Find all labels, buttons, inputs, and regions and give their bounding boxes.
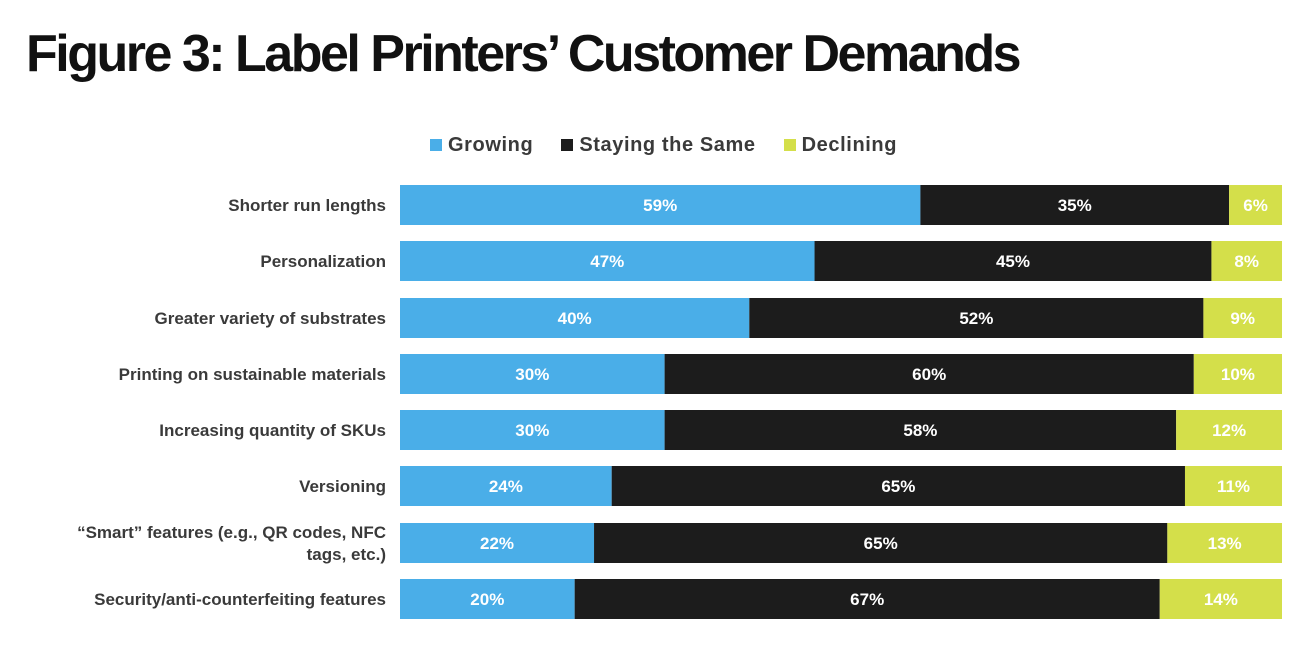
data-label: 13% — [1208, 534, 1242, 553]
data-label: 40% — [558, 309, 592, 328]
bar-declining — [1211, 241, 1282, 281]
legend-label: Growing — [448, 133, 534, 156]
bar-growing — [400, 241, 815, 281]
legend-label: Declining — [801, 133, 898, 156]
legend-swatch — [783, 139, 796, 151]
data-label: 30% — [515, 421, 549, 440]
legend-item-staying-the-same: Staying the Same — [561, 134, 755, 157]
bar-declining — [1203, 298, 1282, 338]
data-label: 65% — [881, 477, 915, 496]
bar-growing — [400, 298, 750, 338]
bar-growing — [400, 579, 575, 619]
legend: Growing Staying the Same Declining — [430, 132, 925, 158]
category-label: Increasing quantity of SKUs — [159, 421, 386, 440]
chart-title: Figure 3: Label Printers’ Customer Deman… — [26, 25, 1022, 83]
data-label: 47% — [590, 252, 624, 271]
bar-staying-the-same — [664, 354, 1194, 394]
data-label: 60% — [912, 365, 946, 384]
legend-item-declining: Declining — [783, 133, 898, 157]
data-label: 12% — [1212, 421, 1246, 440]
bar-growing — [400, 185, 921, 225]
bar-staying-the-same — [574, 579, 1160, 619]
data-label: 6% — [1243, 196, 1268, 215]
category-label: Personalization — [260, 252, 386, 271]
data-label: 30% — [515, 365, 549, 384]
category-label: Shorter run lengths — [228, 196, 386, 215]
data-label: 8% — [1234, 252, 1259, 271]
category-label: Greater variety of substrates — [155, 309, 387, 328]
bar-growing — [400, 466, 612, 506]
legend-label: Staying the Same — [579, 133, 756, 156]
data-label: 35% — [1058, 196, 1092, 215]
data-label: 24% — [489, 477, 523, 496]
data-label: 59% — [643, 196, 677, 215]
category-label: Printing on sustainable materials — [119, 365, 386, 384]
legend-swatch — [430, 139, 442, 151]
data-label: 22% — [480, 534, 514, 553]
category-label: Security/anti-counterfeiting features — [94, 590, 386, 609]
bar-declining — [1184, 466, 1282, 506]
bar-growing — [400, 354, 665, 394]
data-label: 65% — [864, 534, 898, 553]
data-label: 67% — [850, 590, 884, 609]
category-label: Versioning — [299, 477, 386, 496]
data-label: 58% — [903, 421, 937, 440]
data-label: 9% — [1230, 309, 1255, 328]
legend-swatch — [561, 139, 574, 151]
bar-staying-the-same — [594, 523, 1168, 563]
data-label: 45% — [996, 252, 1030, 271]
bar-declining — [1193, 354, 1282, 394]
bar-declining — [1167, 523, 1282, 563]
bar-declining — [1176, 410, 1282, 450]
bar-growing — [400, 410, 665, 450]
data-label: 52% — [959, 309, 993, 328]
bar-staying-the-same — [664, 410, 1177, 450]
data-label: 14% — [1204, 590, 1238, 609]
data-label: 20% — [470, 590, 504, 609]
bar-declining — [1159, 579, 1282, 619]
legend-item-growing: Growing — [430, 134, 533, 157]
data-label: 11% — [1217, 477, 1250, 496]
bar-staying-the-same — [611, 466, 1185, 506]
category-label: “Smart” features (e.g., QR codes, NFC tag… — [77, 523, 386, 564]
bar-staying-the-same — [749, 298, 1204, 338]
bar-staying-the-same — [814, 241, 1212, 281]
bar-growing — [400, 523, 595, 563]
bar-staying-the-same — [920, 185, 1230, 225]
data-label: 10% — [1221, 365, 1255, 384]
bar-declining — [1229, 185, 1282, 225]
